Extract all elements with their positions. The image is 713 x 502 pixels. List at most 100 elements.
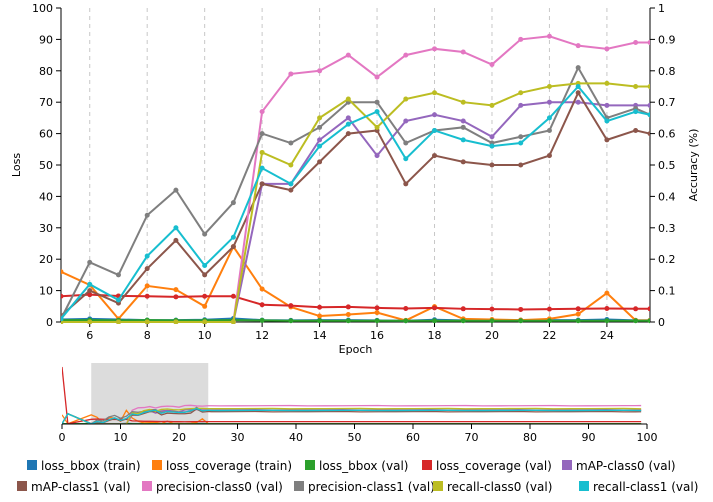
data-point-recall-class0-val [345,96,351,102]
data-point-loss-coverage-val [633,306,639,312]
data-point-map-class1-val [460,159,466,165]
data-point-recall-class1-val [518,140,524,146]
data-point-precision-class1-val [115,272,121,278]
data-point-recall-class1-val [460,137,466,143]
data-point-loss-coverage-train [202,303,208,309]
data-point-loss-coverage-val [403,305,409,311]
y-axis-label-right: Accuracy (%) [687,129,700,202]
data-point-loss-coverage-val [575,306,581,312]
data-point-map-class1-val [173,237,179,243]
data-point-recall-class1-val [144,253,150,259]
data-point-loss-coverage-val [604,305,610,311]
legend-label-precision-class0-val: precision-class0 (val) [156,480,283,494]
data-point-map-class0-val [518,102,524,108]
data-point-recall-class0-val [173,319,179,324]
legend-label-loss-coverage-val: loss_coverage (val) [436,459,552,473]
data-point-map-class1-val [403,181,409,187]
y-tick-label-left: 0 [46,316,53,329]
data-point-precision-class1-val [230,200,236,206]
data-point-loss-coverage-val [374,305,380,311]
x-tick-label: 10 [198,329,212,342]
overview-x-tick-label: 0 [59,431,66,444]
data-point-recall-class0-val [230,319,236,324]
overview-line [62,407,642,424]
data-point-precision-class0-val [575,43,581,49]
data-point-loss-coverage-val [546,306,552,312]
legend-swatch-loss-bbox-train [27,460,37,470]
y-tick-label-right: 0.7 [658,96,676,109]
y-tick-label-right: 0.9 [658,33,676,46]
overview-x-tick-label: 30 [231,431,245,444]
y-tick-label-right: 0.3 [658,222,676,235]
data-point-loss-coverage-train [173,287,179,293]
y-tick-label-right: 0.4 [658,190,676,203]
data-point-loss-coverage-train [144,283,150,289]
data-point-recall-class0-val [202,319,208,324]
data-point-map-class0-val [604,102,610,108]
brush-selection[interactable] [91,363,209,424]
overview-plot[interactable]: 0 10 20 30 40 50 60 70 80 90 100 [59,363,658,444]
y-tick-label-left: 60 [39,128,53,141]
data-point-map-class0-val [374,153,380,159]
x-tick-label: 6 [86,329,93,342]
data-point-recall-class1-val [317,143,323,149]
data-point-map-class0-val [403,118,409,124]
series-line-loss-coverage-train [61,244,650,322]
y-tick-label-right: 0.5 [658,159,676,172]
data-point-map-class1-val [87,288,93,294]
data-point-precision-class0-val [647,40,650,46]
data-point-loss-coverage-train [61,269,64,275]
data-point-map-class0-val [345,115,351,121]
legend-swatch-map-class1-val [17,481,27,491]
data-point-precision-class1-val [374,99,380,105]
data-point-loss-bbox-val [288,318,294,324]
data-point-precision-class0-val [374,74,380,80]
legend-label-precision-class1-val: precision-class1 (val) [308,480,435,494]
data-point-recall-class0-val [518,90,524,96]
data-point-loss-bbox-val [345,318,351,324]
main-plot: 6 8 10 12 14 16 18 20 22 240102030405060708090100… [10,2,700,356]
legend-swatch-loss-bbox-val [305,460,315,470]
data-point-recall-class0-val [87,319,93,324]
data-point-map-class1-val [647,131,650,137]
data-point-loss-coverage-val [518,306,524,312]
legend-label-recall-class1-val: recall-class1 (val) [593,480,698,494]
data-point-loss-bbox-val [403,318,409,324]
x-tick-label: 22 [542,329,556,342]
legend-swatch-map-class0-val [562,460,572,470]
data-point-recall-class1-val [432,127,438,133]
series-line-precision-class0-val [61,35,650,323]
data-point-recall-class1-val [173,225,179,231]
series-line-map-class1-val [61,90,650,317]
data-point-precision-class1-val [202,231,208,237]
data-point-loss-coverage-val [173,294,179,300]
data-point-recall-class1-val [604,118,610,124]
overview-x-tick-label: 40 [289,431,303,444]
data-point-precision-class0-val [518,36,524,42]
data-point-recall-class0-val [144,319,150,324]
data-point-precision-class1-val [575,65,581,71]
overview-line [62,408,642,424]
data-point-recall-class0-val [259,149,265,155]
legend-swatch-loss-coverage-train [152,460,162,470]
data-point-loss-coverage-val [202,293,208,299]
data-point-loss-coverage-val [259,302,265,308]
data-point-recall-class1-val [87,281,93,287]
data-point-recall-class1-val [115,297,121,303]
data-point-precision-class0-val [288,71,294,77]
data-point-map-class1-val [317,159,323,165]
overview-x-tick-label: 70 [465,431,479,444]
data-point-loss-coverage-val [460,306,466,312]
data-point-loss-bbox-val [259,317,265,323]
y-tick-label-left: 40 [39,190,53,203]
data-point-loss-coverage-val [288,303,294,309]
data-point-map-class1-val [259,181,265,187]
data-point-recall-class1-val [647,112,650,118]
series-line-loss-coverage-val [61,293,650,311]
x-tick-label: 12 [255,329,269,342]
data-point-recall-class0-val [460,99,466,105]
data-point-recall-class1-val [374,109,380,115]
data-point-map-class0-val [460,118,466,124]
series-line-recall-class1-val [61,84,650,320]
